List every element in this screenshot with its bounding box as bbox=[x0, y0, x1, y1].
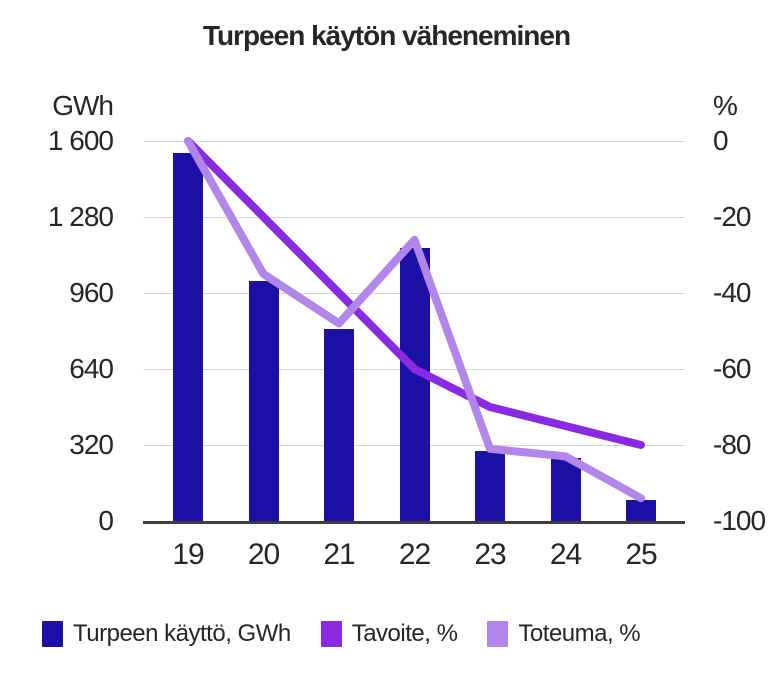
chart-title: Turpeen käytön väheneminen bbox=[202, 20, 571, 51]
bar-22 bbox=[399, 247, 430, 521]
x-axis-tick: 22 bbox=[398, 538, 431, 571]
x-axis-tick: 25 bbox=[625, 538, 657, 571]
legend-label: Turpeen käyttö, GWh bbox=[73, 620, 291, 647]
bar-25 bbox=[626, 499, 656, 521]
legend-swatch-icon bbox=[320, 621, 342, 647]
legend-label: Toteuma, % bbox=[518, 620, 641, 647]
left-axis-tick: 1 600 bbox=[47, 125, 114, 156]
x-axis-tick: 19 bbox=[172, 538, 204, 571]
gridline bbox=[143, 141, 685, 142]
right-axis-tick: -80 bbox=[713, 429, 751, 460]
right-axis-tick: 0 bbox=[713, 125, 729, 156]
x-axis-tick: 20 bbox=[247, 538, 280, 571]
bar-21 bbox=[324, 328, 354, 521]
line-series-overlay bbox=[184, 137, 645, 503]
left-axis-tick: 1 280 bbox=[47, 201, 114, 232]
bar-19 bbox=[173, 152, 203, 521]
legend-item: Tavoite, % bbox=[320, 620, 458, 648]
x-axis-tick: 24 bbox=[549, 538, 582, 571]
bar-24 bbox=[550, 458, 581, 521]
bar-23 bbox=[475, 450, 505, 521]
toteuma-line bbox=[184, 137, 645, 503]
left-axis-tick: 0 bbox=[98, 505, 114, 536]
legend-item: Turpeen käyttö, GWh bbox=[42, 620, 291, 648]
legend-item: Toteuma, % bbox=[487, 620, 641, 648]
left-axis-tick: 960 bbox=[69, 277, 114, 308]
tavoite-line bbox=[184, 137, 645, 449]
legend-label: Tavoite, % bbox=[351, 620, 458, 647]
legend: Turpeen käyttö, GWh Tavoite, % Toteuma, % bbox=[42, 620, 670, 648]
left-axis-tick: 320 bbox=[69, 429, 114, 460]
legend-swatch-icon bbox=[487, 621, 509, 647]
left-axis-unit-label: GWh bbox=[52, 90, 114, 121]
right-axis-tick: -100 bbox=[713, 505, 766, 536]
left-axis-tick: 640 bbox=[69, 353, 114, 384]
right-axis-tick: -40 bbox=[713, 277, 751, 308]
x-axis-tick: 23 bbox=[474, 538, 506, 571]
legend-swatch-icon bbox=[42, 621, 63, 647]
x-axis-tick: 21 bbox=[323, 538, 355, 571]
x-axis-baseline bbox=[143, 521, 685, 524]
gridline bbox=[143, 217, 685, 218]
right-axis-tick: -20 bbox=[713, 201, 751, 232]
bar-20 bbox=[248, 281, 279, 521]
right-axis-tick: -60 bbox=[713, 353, 751, 384]
right-axis-unit-label: % bbox=[713, 90, 738, 121]
